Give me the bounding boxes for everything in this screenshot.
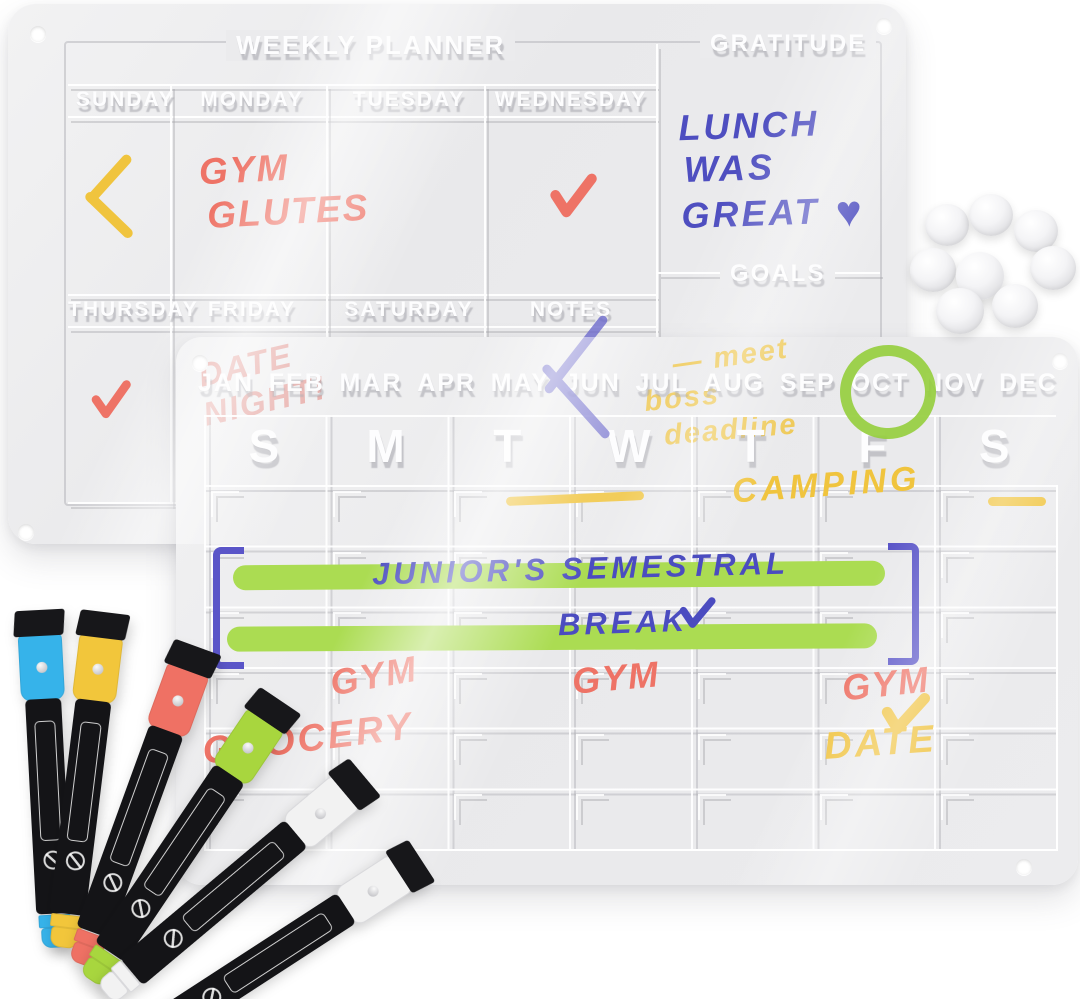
magnet (925, 204, 969, 246)
day-letter: T (493, 420, 524, 472)
mounting-hole (30, 26, 46, 42)
date-corner-tick (211, 491, 244, 522)
magnet-dot (240, 739, 256, 755)
no-symbol-icon (127, 895, 155, 922)
mounting-hole (876, 18, 892, 34)
magnet (969, 194, 1013, 236)
mounting-hole (192, 355, 208, 371)
day-header: SUNDAY (76, 88, 175, 111)
date-corner-tick (941, 491, 975, 522)
month-label: JUL (635, 369, 689, 397)
weekly-board-title: WEEKLY PLANNER (226, 30, 516, 61)
grid-line (68, 326, 656, 328)
handwritten-entry: GYM GLUTES (197, 146, 371, 236)
date-corner-tick (941, 673, 975, 704)
magnet (910, 248, 956, 292)
grid-line (68, 116, 656, 118)
day-header: TUESDAY (352, 88, 466, 111)
grid-line (170, 84, 172, 504)
check-icon (91, 380, 131, 419)
highlight-bar (226, 623, 878, 652)
day-header: WEDNESDAY (494, 88, 648, 111)
day-header: THURSDAY (68, 298, 199, 321)
date-corner-tick (576, 794, 610, 826)
magnet-dot (35, 661, 48, 673)
date-corner-tick (941, 733, 975, 765)
date-corner-tick (332, 491, 366, 522)
grid-line (68, 294, 656, 296)
date-corner-tick (454, 673, 488, 704)
no-symbol-icon (159, 925, 187, 952)
no-symbol-icon (64, 850, 87, 872)
mounting-hole (1016, 859, 1032, 875)
magnet (992, 284, 1038, 328)
magnet-dot (91, 662, 104, 675)
date-corner-tick (697, 491, 731, 522)
section-title-goals: GOALS (720, 260, 836, 288)
date-corner-tick (941, 794, 975, 826)
handwritten-entry: GYM (570, 653, 662, 702)
mounting-hole (18, 524, 34, 540)
month-label: MAR (339, 369, 403, 397)
grid-line (68, 84, 656, 86)
right-bracket-icon (888, 543, 919, 665)
date-corner-tick (454, 491, 488, 522)
date-corner-tick (941, 551, 975, 583)
dash-stroke (988, 497, 1046, 506)
magnet (1014, 210, 1058, 252)
check-icon (550, 173, 597, 218)
day-letters: S M T W T F S (204, 419, 1056, 483)
day-letter: S (978, 420, 1012, 472)
check-icon (679, 597, 716, 628)
month-label: APR (417, 369, 476, 397)
date-corner-tick (576, 733, 610, 765)
label-box (66, 721, 102, 843)
mounting-hole (1052, 353, 1068, 369)
magnet-dot (365, 882, 381, 899)
date-corner-tick (819, 794, 853, 826)
handwritten-entry: BREAK (557, 602, 689, 643)
magnet (936, 288, 984, 334)
date-corner-tick (697, 673, 731, 704)
date-corner-tick (941, 612, 975, 644)
month-label: FEB (268, 369, 325, 397)
day-header: NOTES (529, 298, 613, 321)
marker-grip (71, 632, 124, 706)
eraser-tip (13, 608, 65, 638)
day-letter: S (248, 420, 282, 472)
date-corner-tick (454, 733, 488, 765)
no-symbol-icon (198, 984, 225, 999)
magnet (1030, 246, 1076, 290)
magnet-dot (312, 805, 329, 821)
section-title-gratitude: GRATITUDE (700, 30, 877, 58)
day-header: FRIDAY (207, 298, 297, 321)
day-letter: W (607, 420, 653, 472)
date-corner-tick (454, 794, 488, 826)
magnet-dot (170, 693, 185, 708)
month-label: MAY (490, 369, 551, 397)
check-icon (881, 693, 931, 735)
day-header: MONDAY (200, 88, 304, 111)
month-label: AUG (703, 369, 766, 397)
heart-icon: ♥ (834, 186, 866, 237)
month-label: JAN (198, 369, 255, 397)
label-box (221, 911, 334, 995)
day-header: SATURDAY (344, 298, 474, 321)
month-label: DEC (999, 369, 1058, 397)
date-corner-tick (697, 794, 731, 826)
month-label: SEP (779, 369, 836, 397)
date-corner-tick (211, 673, 244, 704)
handwritten-entry: LUNCH WAS GREAT ♥ (677, 102, 866, 237)
day-letter: M (366, 420, 407, 472)
marker-grip (17, 631, 66, 703)
date-corner-tick (697, 733, 731, 765)
